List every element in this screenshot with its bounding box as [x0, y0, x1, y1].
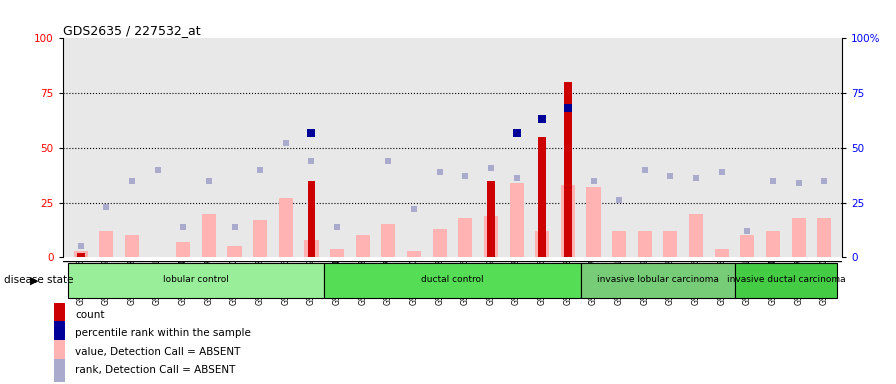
Bar [740, 235, 754, 257]
Bar [535, 231, 549, 257]
Text: disease state: disease state [4, 275, 74, 285]
Bar [458, 218, 472, 257]
Bar [228, 247, 242, 257]
Bar [791, 218, 806, 257]
Bar [587, 187, 600, 257]
Bar [54, 340, 65, 364]
Bar [715, 248, 728, 257]
Text: invasive ductal carcinoma: invasive ductal carcinoma [727, 275, 845, 284]
Bar [99, 231, 114, 257]
Bar [253, 220, 267, 257]
Bar [433, 229, 447, 257]
Bar [817, 218, 831, 257]
Bar [484, 216, 498, 257]
Bar [356, 235, 370, 257]
Bar [689, 214, 703, 257]
Bar [510, 183, 523, 257]
Bar [538, 137, 546, 257]
Bar [54, 303, 65, 326]
Bar [487, 181, 495, 257]
Text: percentile rank within the sample: percentile rank within the sample [75, 328, 251, 338]
Bar [54, 321, 65, 345]
Bar [638, 231, 652, 257]
Bar [561, 185, 575, 257]
Bar [735, 263, 837, 298]
Bar [382, 224, 395, 257]
Bar [766, 231, 780, 257]
Text: ductal control: ductal control [421, 275, 484, 284]
Text: ▶: ▶ [30, 275, 39, 285]
Bar [279, 198, 293, 257]
Bar [125, 235, 139, 257]
Bar [202, 214, 216, 257]
Bar [407, 251, 421, 257]
Text: lobular control: lobular control [163, 275, 229, 284]
Bar [612, 231, 626, 257]
Bar [324, 263, 581, 298]
Bar [307, 181, 315, 257]
Bar [54, 359, 65, 382]
Text: GDS2635 / 227532_at: GDS2635 / 227532_at [63, 24, 201, 37]
Bar [330, 248, 344, 257]
Text: invasive lobular carcinoma: invasive lobular carcinoma [597, 275, 719, 284]
Bar [663, 231, 677, 257]
Bar [73, 251, 88, 257]
Bar [68, 263, 324, 298]
Bar [177, 242, 190, 257]
Text: count: count [75, 310, 105, 320]
Bar [564, 82, 572, 257]
Text: rank, Detection Call = ABSENT: rank, Detection Call = ABSENT [75, 366, 236, 376]
Text: value, Detection Call = ABSENT: value, Detection Call = ABSENT [75, 347, 241, 357]
Bar [581, 263, 735, 298]
Bar [77, 253, 84, 257]
Bar [305, 240, 318, 257]
